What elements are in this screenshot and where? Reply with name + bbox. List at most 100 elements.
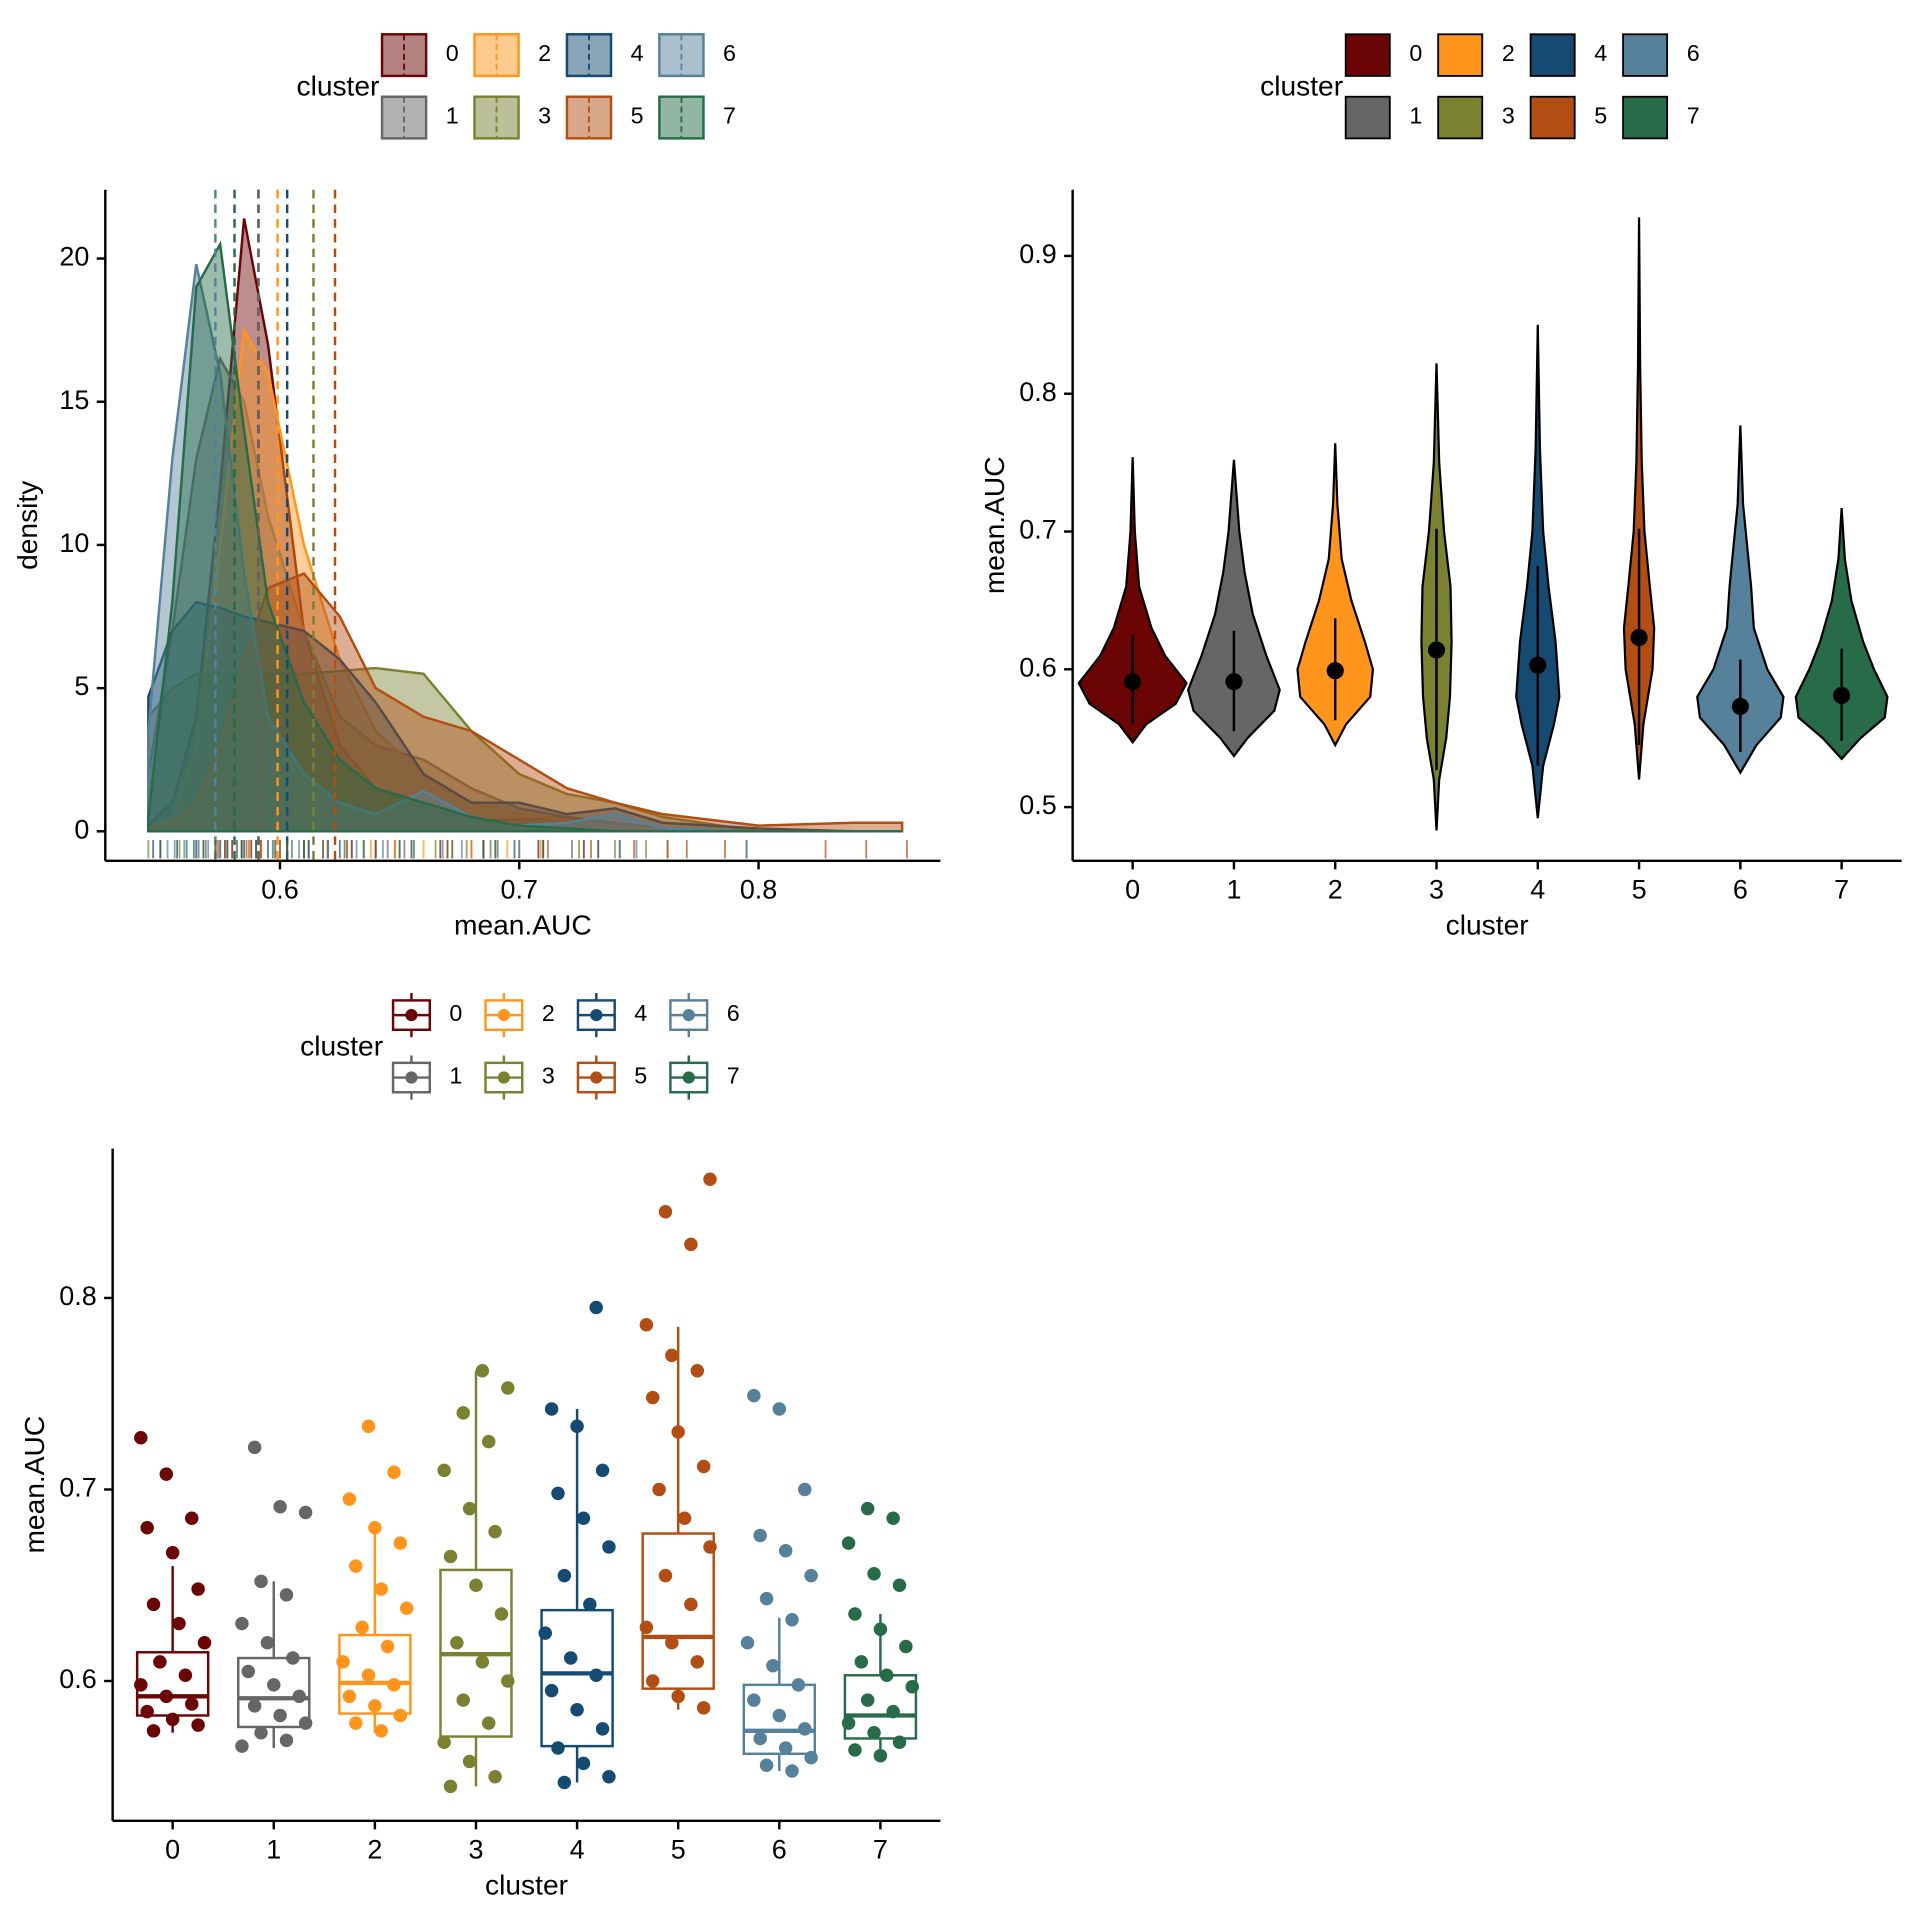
point [645,1390,660,1405]
point [804,1750,818,1765]
point [753,1528,767,1543]
point [798,1482,812,1497]
mean-point [1225,673,1243,691]
legend-label: 7 [727,1063,740,1089]
point [538,1626,552,1640]
point [140,1521,154,1535]
point [563,1651,578,1665]
legend-title: cluster [1260,71,1343,102]
legend-point [497,1071,510,1084]
legend-label: 7 [1687,103,1700,129]
legend-key [1344,33,1391,77]
legend-swatch [1529,95,1576,140]
point [740,1635,755,1650]
point [892,1735,907,1750]
legend-label: 3 [1502,103,1515,129]
violin [1794,508,1889,761]
mean-point [1731,697,1749,716]
point [747,1693,761,1707]
y-tick-label: 0 [74,814,89,844]
legend-key [484,993,524,1038]
legend-swatch [1437,33,1484,77]
legend-key [391,993,432,1038]
point [494,1607,509,1621]
point [185,1511,199,1525]
point [349,1559,363,1573]
point [235,1616,249,1631]
point [772,1402,787,1416]
point [361,1419,376,1434]
point [759,1591,774,1606]
point [747,1388,761,1403]
mean-point [1326,662,1344,680]
legend-key [1344,95,1391,140]
point [785,1612,799,1627]
legend-label: 2 [542,1000,555,1026]
mean-point [1124,673,1142,691]
point [576,1511,591,1525]
box [540,1608,614,1748]
point [544,1683,559,1698]
point [273,1499,287,1514]
y-axis-title: mean.AUC [19,1416,50,1554]
legend-key [658,95,705,140]
mean-point [1529,656,1547,674]
point [690,1655,705,1669]
point [481,1716,496,1730]
x-tick-label: 7 [1834,875,1849,905]
point [551,1741,565,1755]
y-tick-label: 0.6 [1019,652,1056,682]
point [298,1716,313,1730]
x-axis-title: cluster [1446,909,1529,940]
point [677,1511,692,1525]
point [374,1582,388,1596]
legend-key [484,1055,524,1100]
legend-label: 6 [723,40,736,66]
point [576,1756,591,1771]
point [298,1505,313,1520]
x-tick-label: 7 [873,1835,888,1865]
legend-key [1437,33,1484,77]
point [355,1620,369,1635]
point [443,1779,458,1794]
legend-label: 6 [727,1000,740,1026]
point [437,1735,451,1750]
point [841,1536,856,1550]
point [645,1674,660,1688]
legend-label: 0 [446,40,459,66]
y-tick-label: 0.6 [59,1664,96,1694]
legend-point [497,1008,510,1022]
legend-label: 5 [634,1063,647,1089]
point [254,1574,268,1589]
point [374,1724,388,1738]
panel: cluster 0 1 2 3 4 5 6 7 0.6 0.7 0.8 0 1 2 3 4 5 6 7 cluster m… [19,993,941,1900]
point [595,1463,610,1478]
point [469,1578,483,1592]
point [570,1702,584,1717]
legend-label: 5 [631,103,644,129]
point [456,1406,470,1420]
point [260,1635,275,1650]
box [338,1633,412,1715]
point [873,1748,888,1763]
point [848,1607,862,1621]
x-axis-title: cluster [485,1869,568,1900]
legend-label: 1 [1409,103,1422,129]
point [886,1511,900,1525]
point [544,1402,559,1416]
legend-title: cluster [296,71,379,102]
x-tick-label: 4 [1530,875,1545,905]
point [279,1588,294,1602]
x-axis-title: mean.AUC [454,909,592,940]
point [336,1655,350,1669]
legend-key [391,1055,432,1100]
legend-label: 2 [538,40,551,66]
y-tick-label: 0.5 [1019,790,1056,820]
point [639,1318,654,1332]
point [437,1463,451,1478]
point [595,1722,610,1736]
point [873,1622,888,1637]
point [665,1348,679,1363]
point [703,1540,717,1554]
